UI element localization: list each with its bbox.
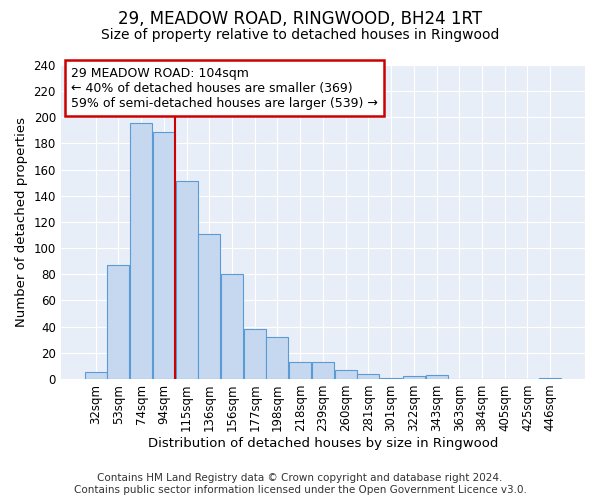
Bar: [244, 329, 266, 379]
Bar: [85, 372, 107, 379]
Text: Contains HM Land Registry data © Crown copyright and database right 2024.
Contai: Contains HM Land Registry data © Crown c…: [74, 474, 526, 495]
Bar: [539, 378, 561, 379]
Y-axis label: Number of detached properties: Number of detached properties: [15, 117, 28, 327]
Bar: [380, 378, 402, 379]
Text: Size of property relative to detached houses in Ringwood: Size of property relative to detached ho…: [101, 28, 499, 42]
Bar: [198, 234, 220, 379]
Bar: [312, 362, 334, 379]
Text: 29 MEADOW ROAD: 104sqm
← 40% of detached houses are smaller (369)
59% of semi-de: 29 MEADOW ROAD: 104sqm ← 40% of detached…: [71, 66, 378, 110]
Bar: [403, 376, 425, 379]
Bar: [266, 337, 289, 379]
Bar: [335, 370, 356, 379]
Bar: [130, 122, 152, 379]
Bar: [176, 182, 197, 379]
Bar: [358, 374, 379, 379]
Bar: [425, 375, 448, 379]
Text: 29, MEADOW ROAD, RINGWOOD, BH24 1RT: 29, MEADOW ROAD, RINGWOOD, BH24 1RT: [118, 10, 482, 28]
X-axis label: Distribution of detached houses by size in Ringwood: Distribution of detached houses by size …: [148, 437, 498, 450]
Bar: [107, 265, 130, 379]
Bar: [289, 362, 311, 379]
Bar: [221, 274, 243, 379]
Bar: [153, 132, 175, 379]
